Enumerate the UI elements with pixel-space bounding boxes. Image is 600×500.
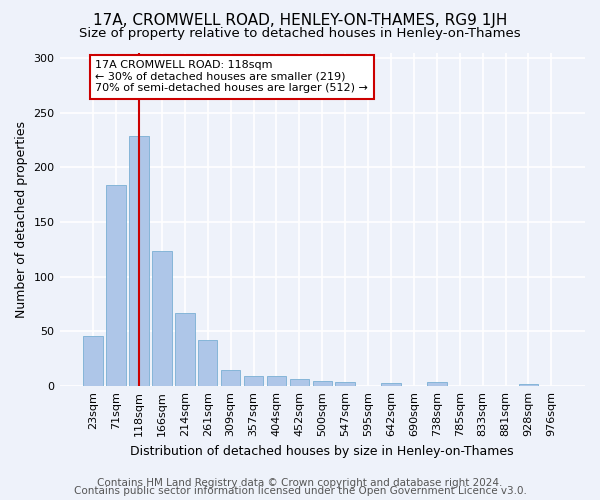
Bar	[221, 370, 241, 386]
Text: Contains public sector information licensed under the Open Government Licence v3: Contains public sector information licen…	[74, 486, 526, 496]
Bar	[244, 376, 263, 386]
Bar	[198, 340, 217, 386]
Text: Contains HM Land Registry data © Crown copyright and database right 2024.: Contains HM Land Registry data © Crown c…	[97, 478, 503, 488]
Bar	[152, 250, 172, 386]
Bar	[267, 376, 286, 386]
Bar	[313, 380, 332, 386]
Bar	[129, 136, 149, 386]
Text: 17A CROMWELL ROAD: 118sqm
← 30% of detached houses are smaller (219)
70% of semi: 17A CROMWELL ROAD: 118sqm ← 30% of detac…	[95, 60, 368, 94]
Bar	[83, 336, 103, 386]
Bar	[290, 378, 309, 386]
Y-axis label: Number of detached properties: Number of detached properties	[15, 121, 28, 318]
Bar	[175, 313, 194, 386]
Bar	[106, 185, 126, 386]
Bar	[381, 383, 401, 386]
Bar	[427, 382, 446, 386]
Text: 17A, CROMWELL ROAD, HENLEY-ON-THAMES, RG9 1JH: 17A, CROMWELL ROAD, HENLEY-ON-THAMES, RG…	[93, 12, 507, 28]
Text: Size of property relative to detached houses in Henley-on-Thames: Size of property relative to detached ho…	[79, 28, 521, 40]
X-axis label: Distribution of detached houses by size in Henley-on-Thames: Distribution of detached houses by size …	[130, 444, 514, 458]
Bar	[519, 384, 538, 386]
Bar	[335, 382, 355, 386]
